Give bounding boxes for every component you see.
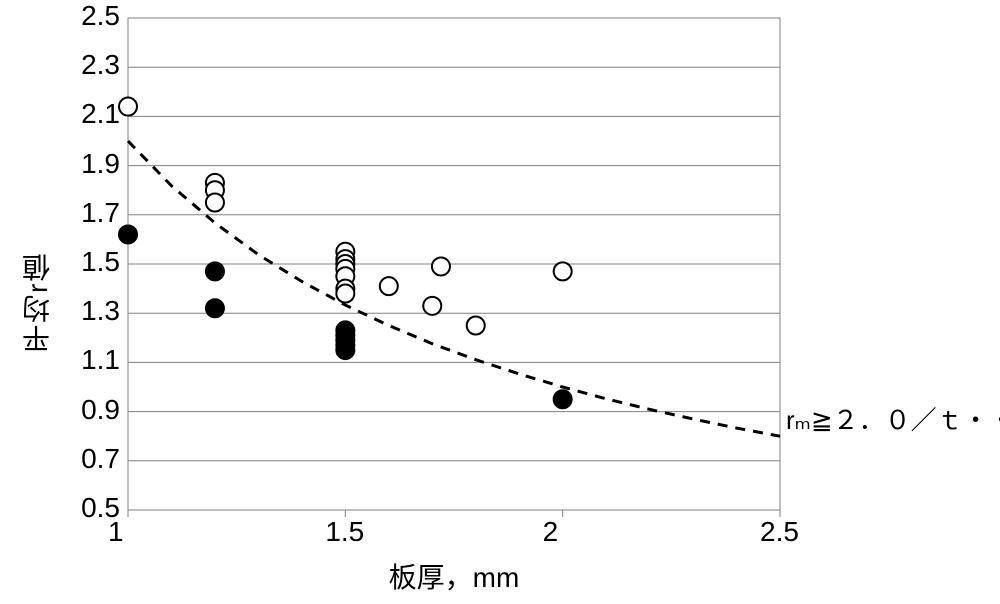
x-tick-label: 1	[108, 516, 124, 548]
y-tick-label: 2.3	[81, 49, 120, 81]
data-point-filled	[206, 299, 224, 317]
data-point-open	[554, 262, 572, 280]
data-point-filled	[336, 341, 354, 359]
y-tick-label: 1.1	[81, 344, 120, 376]
data-point-open	[432, 257, 450, 275]
y-tick-label: 2.1	[81, 98, 120, 130]
x-tick-label: 2.5	[760, 516, 799, 548]
data-point-open	[336, 285, 354, 303]
data-point-open	[423, 297, 441, 315]
y-tick-label: 1.9	[81, 148, 120, 180]
y-tick-label: 2.5	[81, 0, 120, 32]
data-point-open	[380, 277, 398, 295]
y-tick-label: 0.7	[81, 443, 120, 475]
data-point-filled	[119, 225, 137, 243]
y-tick-label: 1.7	[81, 197, 120, 229]
y-tick-label: 0.9	[81, 394, 120, 426]
y-tick-label: 1.3	[81, 295, 120, 327]
data-point-filled	[206, 262, 224, 280]
data-point-open	[467, 317, 485, 335]
data-point-filled	[554, 390, 572, 408]
x-tick-label: 1.5	[325, 516, 364, 548]
x-tick-label: 2	[543, 516, 559, 548]
curve-annotation: rₘ≧２．０／ｔ・・・式（ｖ）	[786, 400, 1000, 437]
data-point-open	[119, 98, 137, 116]
y-tick-label: 1.5	[81, 246, 120, 278]
scatter-plot	[0, 0, 1000, 604]
data-point-open	[206, 194, 224, 212]
chart-container: 平均r値 板厚，mm 0.50.70.91.11.31.51.71.92.12.…	[0, 0, 1000, 604]
